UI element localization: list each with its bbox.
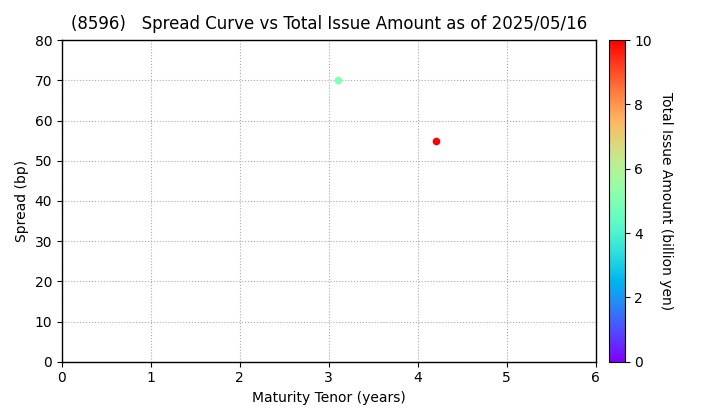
Y-axis label: Total Issue Amount (billion yen): Total Issue Amount (billion yen) (659, 92, 672, 310)
Title: (8596)   Spread Curve vs Total Issue Amount as of 2025/05/16: (8596) Spread Curve vs Total Issue Amoun… (71, 15, 587, 33)
Point (430, 137, 441, 144)
X-axis label: Maturity Tenor (years): Maturity Tenor (years) (252, 391, 405, 405)
Point (332, 77, 343, 84)
Y-axis label: Spread (bp): Spread (bp) (15, 160, 29, 242)
